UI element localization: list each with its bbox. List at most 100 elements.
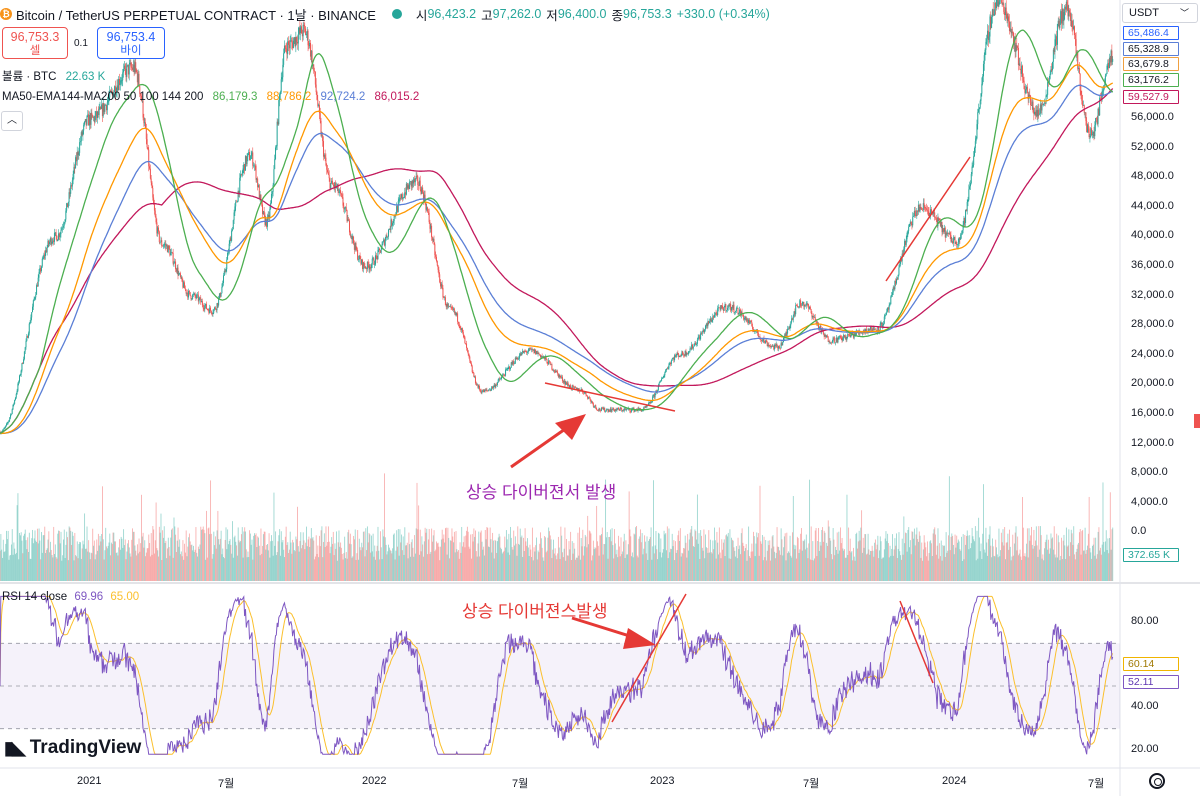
y-tick-label: 12,000.0 — [1131, 436, 1174, 449]
volume-bar — [12, 554, 14, 581]
candle-body — [319, 113, 321, 121]
volume-bar — [1035, 540, 1036, 581]
candle-body — [231, 229, 233, 231]
ma-legend[interactable]: MA50-EMA144-MA200 50 100 144 200 86,179.… — [2, 91, 419, 103]
symbol-title[interactable]: Bitcoin / TetherUS PERPETUAL CONTRACT · … — [16, 7, 376, 23]
candle-body — [1007, 16, 1009, 21]
ema100-line — [0, 64, 1114, 435]
candle-body — [605, 409, 607, 411]
volume-bar — [892, 534, 893, 581]
candle-body — [1081, 94, 1083, 101]
volume-bar — [535, 545, 537, 581]
volume-bar — [505, 530, 507, 581]
volume-bar — [504, 536, 506, 581]
volume-bar — [450, 540, 452, 581]
candle-body — [471, 366, 473, 373]
volume-bar — [756, 532, 758, 581]
volume-bar — [572, 553, 574, 581]
volume-bar — [138, 538, 140, 581]
volume-bar — [58, 530, 60, 581]
candle-body — [380, 249, 382, 253]
candle-body — [696, 343, 698, 345]
volume-bar — [936, 545, 938, 581]
candle-body — [1104, 75, 1106, 85]
volume-bar — [826, 542, 828, 581]
rsi-legend[interactable]: RSI 14 close 69.96 65.00 — [2, 591, 139, 603]
volume-bar — [800, 533, 802, 581]
chevron-up-icon[interactable]: ︿ — [1, 111, 23, 131]
volume-bar — [1087, 545, 1088, 581]
volume-bar — [111, 544, 113, 581]
volume-bar — [842, 548, 844, 581]
candle-body — [717, 308, 719, 315]
candle-body — [305, 34, 307, 36]
buy-button[interactable]: 96,753.4 바이 — [97, 27, 165, 59]
candle-body — [224, 270, 226, 272]
volume-bar — [947, 550, 949, 581]
candle-body — [1048, 78, 1050, 83]
volume-bar — [291, 553, 293, 581]
candle-body — [139, 86, 141, 94]
volume-bar — [584, 534, 586, 581]
candle-body — [46, 247, 48, 253]
volume-bar — [159, 532, 161, 581]
candle-body — [564, 380, 566, 385]
volume-bar — [726, 534, 728, 581]
volume-bar — [125, 559, 127, 581]
candle-body — [127, 64, 129, 66]
volume-bar — [834, 555, 836, 581]
volume-legend[interactable]: 볼륨 · BTC 22.63 K — [2, 68, 105, 84]
volume-bar — [937, 528, 939, 581]
volume-bar — [931, 556, 933, 581]
candle-body — [595, 405, 597, 408]
volume-bar — [757, 537, 759, 581]
volume-bar — [144, 540, 146, 581]
candle-body — [96, 111, 98, 118]
volume-bar — [33, 538, 35, 581]
candle-body — [47, 240, 49, 248]
volume-bar — [70, 530, 72, 581]
volume-bar — [210, 533, 212, 581]
candle-body — [134, 62, 136, 73]
volume-bar — [185, 530, 187, 581]
candle-body — [469, 356, 471, 361]
volume-bar — [644, 541, 646, 581]
volume-bar — [388, 547, 390, 581]
volume-bar — [848, 527, 850, 581]
price-label: 65,486.4 — [1123, 26, 1179, 40]
candle-body — [1069, 10, 1071, 13]
sell-button[interactable]: 96,753.3 셀 — [2, 27, 68, 59]
candle-body — [445, 305, 447, 307]
candle-body — [1084, 112, 1086, 114]
candle-body — [1046, 94, 1048, 96]
volume-bar — [880, 541, 882, 581]
volume-bar — [751, 543, 753, 581]
volume-bar — [214, 545, 216, 581]
currency-label: USDT — [1129, 7, 1159, 19]
volume-bar — [766, 560, 767, 581]
volume-bar — [845, 557, 847, 581]
candle-body — [392, 223, 394, 226]
tradingview-logo[interactable]: ▮◣ TradingView — [4, 737, 141, 759]
volume-bar — [439, 560, 441, 581]
volume-bar — [1034, 546, 1036, 581]
gear-icon[interactable] — [1149, 773, 1165, 789]
candle-body — [418, 184, 420, 186]
candle-body — [680, 355, 682, 357]
candle-body — [83, 124, 85, 131]
candle-body — [735, 308, 737, 312]
volume-bar — [236, 545, 238, 581]
volume-bar — [528, 555, 530, 581]
candle-body — [654, 393, 656, 398]
volume-bar — [497, 541, 498, 581]
volume-bar — [158, 526, 160, 581]
currency-select[interactable]: USDT ﹀ — [1122, 3, 1198, 23]
scroll-edge-marker — [1194, 414, 1200, 428]
volume-bar — [659, 552, 661, 581]
volume-bar — [36, 528, 38, 581]
candle-body — [1068, 10, 1070, 17]
volume-bar — [629, 529, 631, 581]
candle-body — [415, 176, 417, 179]
candle-body — [1091, 128, 1093, 136]
